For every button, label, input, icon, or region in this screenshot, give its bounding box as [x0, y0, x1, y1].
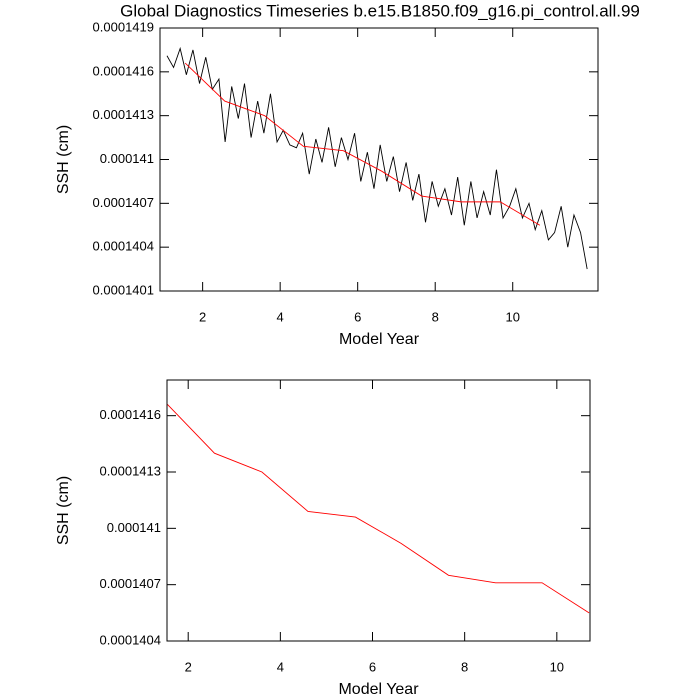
- y-tick-label: 0.0001407: [93, 195, 154, 210]
- x-tick-label: 10: [505, 309, 519, 324]
- y-tick-label: 0.0001404: [100, 632, 161, 647]
- x-tick-label: 8: [461, 659, 468, 674]
- x-tick-label: 2: [199, 309, 206, 324]
- y-tick-label: 0.0001413: [100, 463, 161, 478]
- x-axis-label: Model Year: [339, 331, 420, 348]
- x-axis-label: Model Year: [338, 681, 419, 698]
- y-tick-label: 0.0001413: [93, 107, 154, 122]
- y-tick-label: 0.0001401: [93, 282, 154, 297]
- x-tick-label: 6: [369, 659, 376, 674]
- y-tick-label: 0.000141: [107, 520, 161, 535]
- plot-frame: [166, 379, 591, 642]
- data-line: [167, 404, 590, 614]
- y-tick-label: 0.0001416: [100, 407, 161, 422]
- data-line: [184, 62, 541, 226]
- y-axis-label: SSH (cm): [55, 125, 72, 194]
- y-tick-label: 0.0001404: [93, 239, 154, 254]
- x-tick-label: 2: [185, 659, 192, 674]
- y-tick-label: 0.0001419: [93, 19, 154, 34]
- x-tick-label: 6: [354, 309, 361, 324]
- y-axis-label: SSH (cm): [55, 476, 72, 545]
- data-line: [166, 46, 588, 270]
- plot-frame: [159, 27, 599, 292]
- y-tick-label: 0.0001416: [93, 63, 154, 78]
- y-tick-label: 0.0001407: [100, 576, 161, 591]
- chart-title: Global Diagnostics Timeseries b.e15.B185…: [120, 1, 640, 20]
- x-tick-label: 4: [277, 309, 284, 324]
- x-tick-label: 4: [277, 659, 284, 674]
- x-tick-label: 10: [550, 659, 564, 674]
- x-tick-label: 8: [432, 309, 439, 324]
- y-tick-label: 0.000141: [100, 151, 154, 166]
